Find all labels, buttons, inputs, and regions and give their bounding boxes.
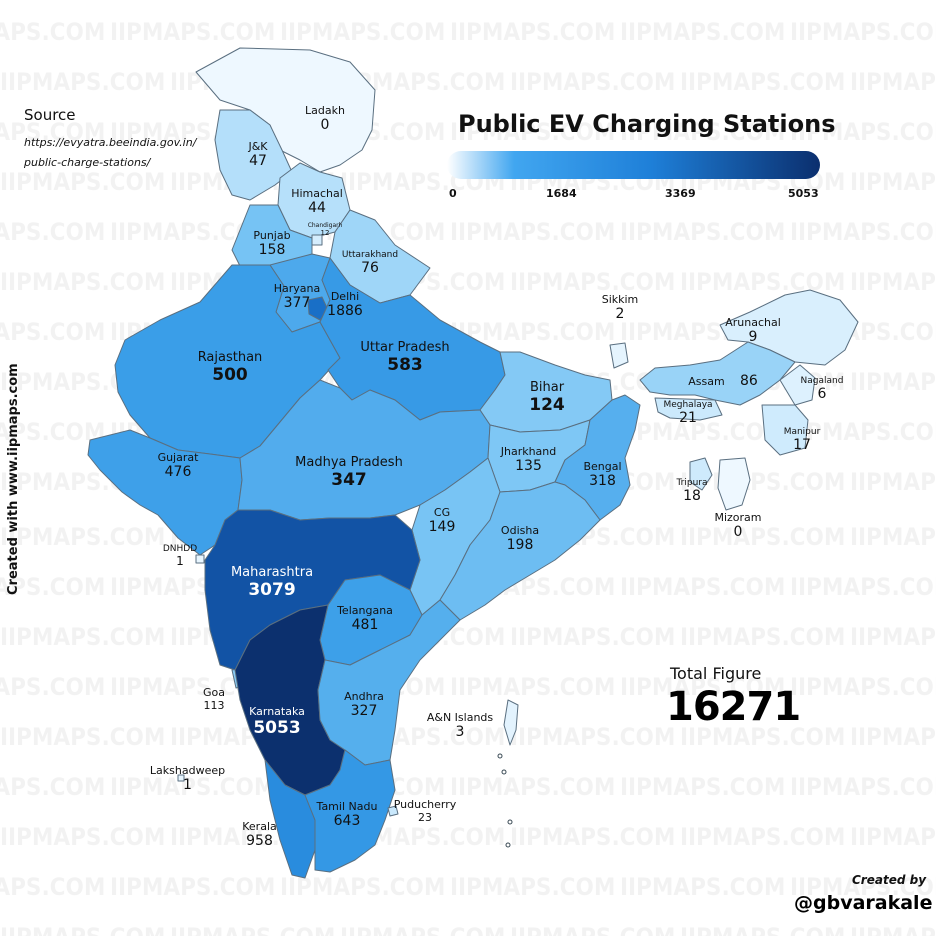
total-label: Total Figure: [670, 664, 762, 683]
label-himachal: Himachal 44: [291, 187, 343, 216]
label-tamil-nadu: Tamil Nadu 643: [316, 800, 378, 829]
region-mizoram: [717, 457, 751, 511]
region-meghalaya: [654, 397, 723, 421]
source-url-line1: https://evyatra.beeindia.gov.in/: [24, 136, 197, 149]
region-nagaland: [779, 364, 816, 406]
an-small-islands: [497, 753, 513, 848]
region-dnhdd: [195, 554, 205, 564]
author-handle: @gbvarakale: [794, 892, 933, 914]
region-sikkim: [609, 342, 629, 369]
region-odisha: [439, 481, 601, 621]
label-tripura: Tripura 18: [676, 478, 708, 504]
label-an-islands: A&N Islands 3: [426, 711, 494, 740]
region-tamil-nadu: [304, 749, 396, 873]
label-gujarat: Gujarat 476: [157, 451, 199, 480]
label-dnhdd: DNHDD 1: [162, 544, 198, 568]
source-url-line2: public-charge-stations/: [24, 156, 151, 169]
label-up: Uttar Pradesh 583: [360, 340, 450, 375]
label-maharashtra: Maharashtra 3079: [230, 565, 314, 600]
label-bengal: Bengal 318: [583, 460, 622, 489]
label-mizoram: Mizoram 0: [714, 511, 762, 540]
label-sikkim: Sikkim 2: [601, 293, 639, 322]
source-title: Source: [24, 106, 76, 124]
label-rajasthan: Rajasthan 500: [197, 350, 263, 385]
label-jk: J&K 47: [248, 140, 268, 169]
region-tripura: [689, 457, 713, 491]
map-title: Public EV Charging Stations: [458, 110, 836, 138]
total-value: 16271: [666, 684, 801, 730]
region-chandigarh: [311, 234, 323, 246]
label-meghalaya: Meghalaya 21: [663, 400, 713, 426]
region-andhra: [317, 599, 461, 766]
created-by-label: Created by: [852, 873, 927, 887]
label-arunachal: Arunachal 9: [725, 316, 781, 345]
label-manipur: Manipur 17: [783, 427, 821, 453]
vertical-credit: Created with www.iipmaps.com: [6, 363, 21, 595]
region-bengal: [554, 394, 641, 521]
legend-tick-3: 5053: [788, 187, 819, 200]
label-andhra: Andhra 327: [344, 690, 384, 719]
source-url: https://evyatra.beeindia.gov.in/ public-…: [24, 133, 224, 173]
label-lakshadweep: Lakshadweep 1: [149, 764, 226, 793]
label-uttarakhand: Uttarakhand 76: [341, 250, 399, 276]
region-kerala: [264, 759, 316, 879]
label-ladakh: Ladakh 0: [305, 104, 345, 133]
region-jk: [214, 109, 293, 201]
label-bihar: Bihar 124: [529, 380, 565, 415]
label-jharkhand: Jharkhand 135: [500, 445, 557, 474]
label-odisha: Odisha 198: [500, 524, 540, 553]
label-punjab: Punjab 158: [253, 229, 291, 258]
label-delhi: Delhi 1886: [327, 290, 363, 319]
region-puducherry: [387, 805, 399, 817]
label-kerala: Kerala 958: [242, 820, 277, 849]
label-cg: CG 149: [428, 506, 456, 535]
legend-tick-0: 0: [449, 187, 457, 200]
legend-tick-1: 1684: [546, 187, 577, 200]
label-karnataka: Karnataka 5053: [249, 705, 305, 738]
label-mp: Madhya Pradesh 347: [295, 455, 403, 490]
label-chandigarh: Chandigarh 12: [307, 222, 343, 237]
region-an-islands: [503, 699, 519, 746]
region-lakshadweep: [177, 774, 185, 782]
label-puducherry: Puducherry 23: [393, 798, 457, 824]
legend-tick-2: 3369: [665, 187, 696, 200]
label-haryana: Haryana 377: [273, 282, 321, 311]
region-manipur: [761, 404, 809, 456]
label-nagaland: Nagaland 6: [800, 376, 844, 402]
label-assam: Assam 86: [688, 373, 758, 389]
legend-color-scale: [447, 151, 820, 179]
label-goa: Goa 113: [203, 686, 225, 712]
label-telangana: Telangana 481: [337, 604, 393, 633]
